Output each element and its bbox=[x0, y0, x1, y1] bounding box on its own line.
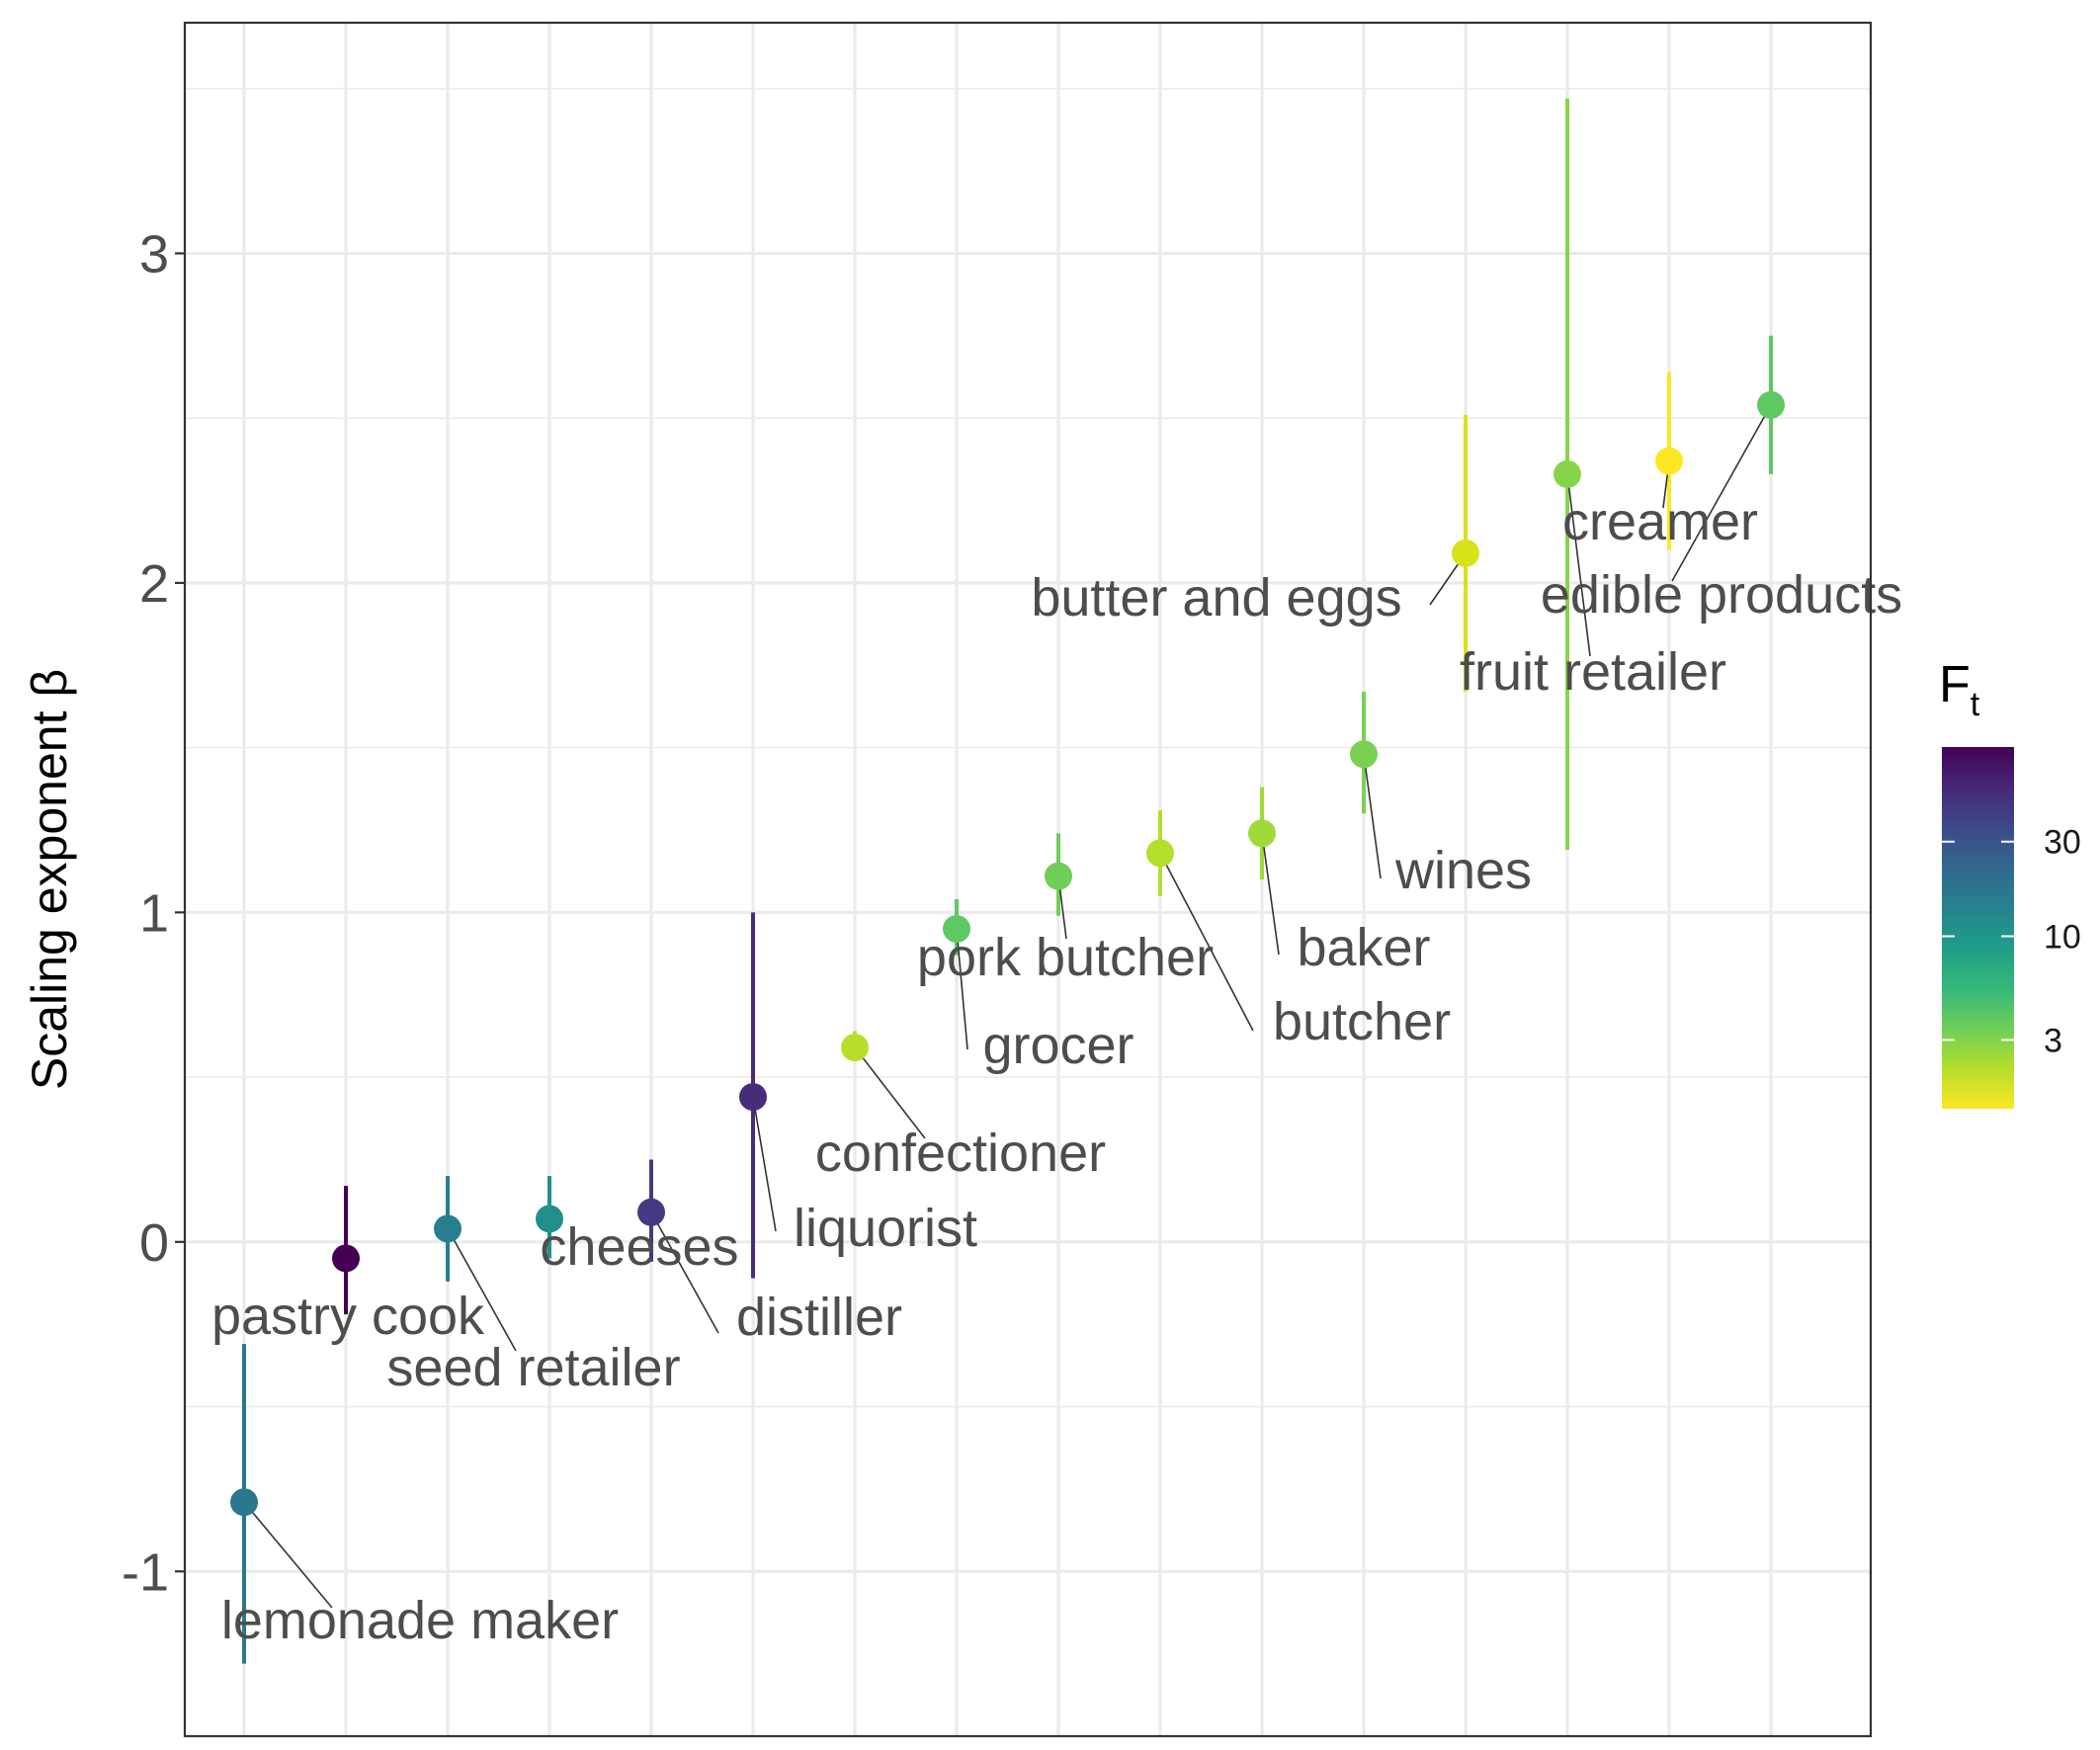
legend-tick-label: 30 bbox=[2044, 824, 2081, 862]
point-label-confectioner: confectioner bbox=[815, 1124, 1106, 1183]
point-baker bbox=[1248, 819, 1276, 848]
data-points bbox=[230, 390, 1785, 1517]
legend-title: Ft bbox=[1939, 656, 1980, 723]
label-connectors bbox=[243, 404, 1772, 1609]
point-fruit-retailer bbox=[1554, 459, 1581, 488]
legend-colorbar bbox=[1942, 747, 2014, 1109]
y-tick-label: -1 bbox=[122, 1542, 169, 1602]
point-label-butter-and-eggs: butter and eggs bbox=[1031, 568, 1401, 627]
point-label-liquorist: liquorist bbox=[794, 1199, 977, 1258]
point-butter-and-eggs bbox=[1452, 539, 1479, 567]
label-connector-distiller bbox=[650, 1211, 719, 1334]
point-cheeses bbox=[536, 1205, 563, 1233]
legend-ticks: 3 10 30 bbox=[1942, 824, 2081, 1059]
legend-tick-label: 3 bbox=[2044, 1022, 2062, 1059]
point-label-butcher: butcher bbox=[1273, 992, 1451, 1051]
point-label-grocer: grocer bbox=[982, 1016, 1134, 1075]
y-tick-label: 2 bbox=[139, 554, 169, 614]
y-tick-label: 0 bbox=[139, 1213, 169, 1273]
point-butcher bbox=[1146, 839, 1174, 868]
point-label-creamer: creamer bbox=[1562, 492, 1758, 551]
point-liquorist bbox=[739, 1083, 767, 1112]
point-label-distiller: distiller bbox=[736, 1288, 902, 1347]
point-label-seed-retailer: seed retailer bbox=[386, 1338, 680, 1397]
label-connector-baker bbox=[1261, 833, 1280, 956]
point-label-cheeses: cheeses bbox=[540, 1217, 738, 1277]
plot-panel-border bbox=[183, 21, 1873, 1738]
point-distiller bbox=[637, 1198, 665, 1226]
point-confectioner bbox=[841, 1034, 869, 1062]
label-connector-wines bbox=[1363, 754, 1382, 879]
point-grocer bbox=[943, 915, 970, 944]
point-label-baker: baker bbox=[1297, 918, 1430, 977]
legend-tick-label: 10 bbox=[2044, 918, 2081, 956]
y-tick-label: 3 bbox=[139, 224, 169, 284]
label-connector-liquorist bbox=[752, 1096, 777, 1232]
color-legend: Ft 3 10 30 bbox=[1939, 656, 2081, 1109]
point-creamer bbox=[1655, 447, 1683, 475]
y-tick-label: 1 bbox=[139, 883, 169, 943]
point-label-wines: wines bbox=[1394, 841, 1532, 900]
point-edible-products bbox=[1757, 390, 1785, 419]
label-connector-edible-products bbox=[1671, 404, 1772, 582]
point-label-lemonade-maker: lemonade maker bbox=[221, 1591, 619, 1650]
label-connector-butcher bbox=[1159, 852, 1254, 1032]
point-wines bbox=[1350, 740, 1378, 769]
point-seed-retailer bbox=[434, 1214, 462, 1243]
y-axis: -1 0 1 2 3 bbox=[122, 224, 185, 1602]
point-label-pork-butcher: pork butcher bbox=[917, 928, 1214, 987]
label-connector-fruit-retailer bbox=[1566, 473, 1591, 657]
point-label-fruit-retailer: fruit retailer bbox=[1460, 642, 1726, 702]
point-pastry-cook bbox=[332, 1244, 360, 1273]
y-axis-title: Scaling exponent β bbox=[22, 669, 77, 1090]
point-label-edible-products: edible products bbox=[1541, 565, 1902, 625]
label-connector-lemonade-maker bbox=[243, 1501, 333, 1609]
label-connector-grocer bbox=[956, 928, 968, 1050]
point-label-pastry-cook: pastry cook bbox=[211, 1287, 485, 1346]
label-connector-seed-retailer bbox=[447, 1228, 517, 1352]
error-bars bbox=[242, 98, 1773, 1664]
point-pork-butcher bbox=[1045, 862, 1072, 890]
label-connector-confectioner bbox=[854, 1046, 926, 1139]
point-lemonade-maker bbox=[230, 1488, 258, 1517]
grid-lines bbox=[185, 23, 1871, 1737]
